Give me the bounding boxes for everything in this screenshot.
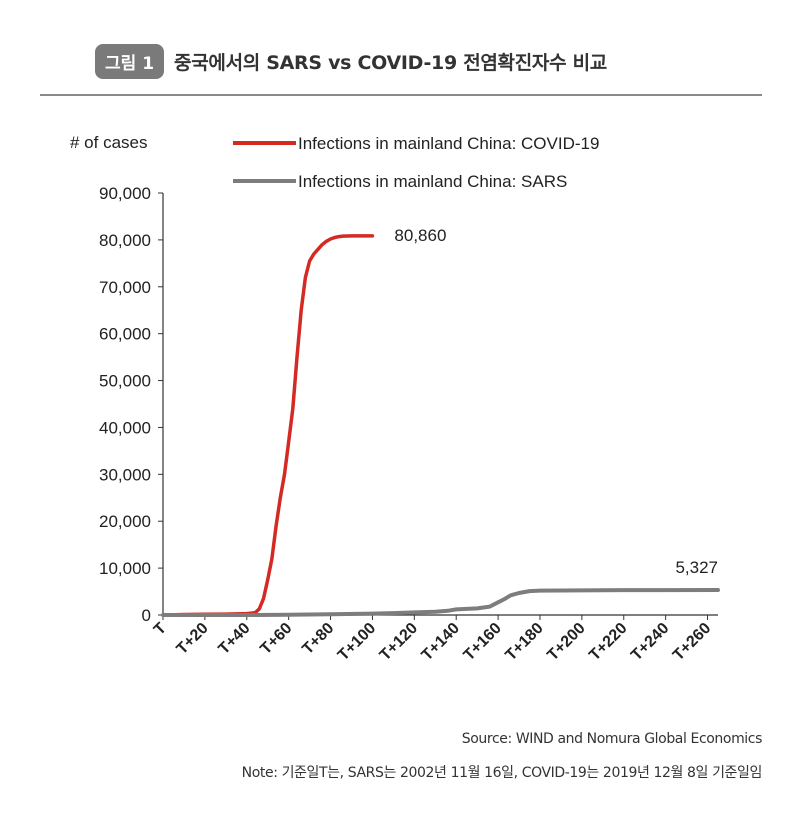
series-line <box>161 234 375 617</box>
data-label: 5,327 <box>675 558 718 577</box>
x-tick-label: T+100 <box>335 620 379 664</box>
figure-badge: 그림 1 <box>95 43 165 79</box>
y-tick-label: 70,000 <box>99 278 151 297</box>
y-axis-title: # of cases <box>70 133 148 152</box>
footnote: Note: 기준일T는, SARS는 2002년 11월 16일, COVID-… <box>241 765 763 781</box>
x-tick-label: T+120 <box>377 620 421 664</box>
y-tick-label: 90,000 <box>99 184 151 203</box>
line-chart: 0 10,000 20,000 30,000 40,000 50,000 60,000 70,… <box>70 133 720 664</box>
x-tick-label: T+140 <box>419 620 463 664</box>
x-tick-label: T+240 <box>628 620 672 664</box>
x-tick-label: T <box>151 620 170 639</box>
y-tick-label: 10,000 <box>99 559 151 578</box>
y-tick-label: 20,000 <box>99 512 151 531</box>
x-tick-label: T+80 <box>299 620 337 658</box>
y-tick-label: 60,000 <box>99 325 151 344</box>
y-tick-label: 50,000 <box>99 372 151 391</box>
x-tick-label: T+60 <box>257 620 295 658</box>
header-divider <box>40 94 762 96</box>
y-tick-label: 80,000 <box>99 231 151 250</box>
series-line <box>161 588 720 617</box>
x-tick-label: T+200 <box>544 620 588 664</box>
y-tick-label: 30,000 <box>99 465 151 484</box>
x-tick-label: T+220 <box>586 620 630 664</box>
source-note: Source: WIND and Nomura Global Economics <box>461 731 763 747</box>
x-tick-label: T+160 <box>461 620 505 664</box>
y-tick-label: 40,000 <box>99 418 151 437</box>
data-label: 80,860 <box>394 226 446 245</box>
x-tick-label: T+180 <box>502 620 546 664</box>
legend-label: Infections in mainland China: SARS <box>298 172 567 191</box>
x-tick-label: T+260 <box>670 620 714 664</box>
y-tick-label: 0 <box>142 606 151 625</box>
figure-title: 중국에서의 SARS vs COVID-19 전염확진자수 비교 <box>174 51 607 74</box>
x-tick-label: T+20 <box>174 620 212 658</box>
x-tick-label: T+40 <box>215 620 253 658</box>
legend-label: Infections in mainland China: COVID-19 <box>298 134 599 153</box>
figure-header: 그림 1 중국에서의 SARS vs COVID-19 전염확진자수 비교 <box>95 43 607 79</box>
